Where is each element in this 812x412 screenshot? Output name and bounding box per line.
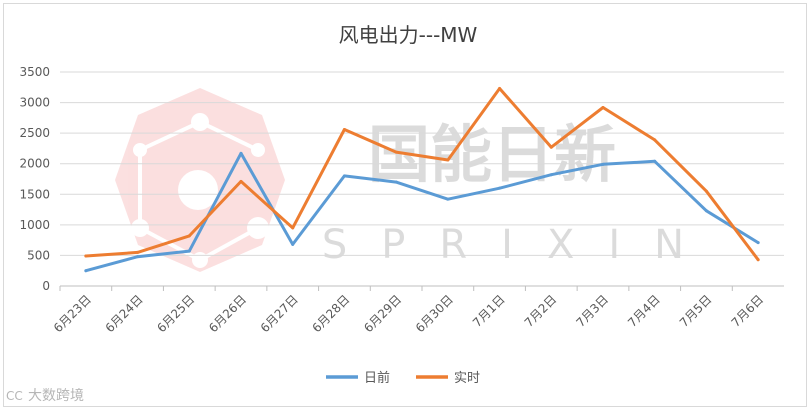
x-tick-label: 6月27日	[258, 292, 301, 335]
series-1-point	[446, 197, 450, 201]
series-2-point	[136, 250, 140, 254]
series-2-point	[239, 179, 243, 183]
y-tick-label: 0	[42, 279, 50, 293]
series-line-2	[84, 87, 760, 262]
legend: 日前 实时	[326, 370, 480, 386]
series-1-point	[704, 209, 708, 213]
chart-title: 风电出力---MW	[339, 23, 478, 47]
legend-label-series-1: 日前	[364, 370, 390, 386]
series-1-point	[601, 162, 605, 166]
series-1-point	[136, 255, 140, 259]
series-2-point	[756, 258, 760, 262]
watermark-brand-en: SPRIXIN	[322, 222, 718, 268]
series-1-point	[756, 241, 760, 245]
series-1-point	[239, 151, 243, 155]
x-tick-label: 7月3日	[573, 292, 611, 330]
x-tick-label: 6月26日	[206, 292, 249, 335]
corner-watermark-text: 大数跨境	[28, 388, 84, 404]
x-tick-label: 6月30日	[413, 292, 456, 335]
y-axis-ticks: 0 500 1000 1500 2000 2500 3000 3500	[19, 65, 50, 293]
y-tick-label: 1500	[19, 187, 50, 201]
series-2-point	[394, 150, 398, 154]
series-2-point	[498, 87, 502, 91]
x-axis-ticks: 6月23日 6月24日 6月25日 6月26日 6月27日 6月28日 6月29日 6月30日…	[51, 286, 766, 335]
corner-watermark-prefix: CC	[6, 389, 23, 403]
y-tick-label: 2000	[19, 157, 50, 171]
grid-lines	[60, 71, 784, 287]
series-2-point	[446, 158, 450, 162]
x-tick-label: 7月5日	[677, 292, 715, 330]
series-1-point	[291, 242, 295, 246]
series-1-point	[653, 159, 657, 163]
y-tick-label: 2500	[19, 126, 50, 140]
x-tick-label: 6月24日	[103, 292, 146, 335]
series-2-point	[84, 254, 88, 258]
y-tick-label: 3500	[19, 65, 50, 79]
x-tick-label: 6月28日	[309, 292, 352, 335]
series-1-point	[84, 269, 88, 273]
series-line-1	[84, 151, 760, 273]
corner-watermark: CC 大数跨境	[6, 388, 84, 404]
series-2-point	[291, 226, 295, 230]
series-2-point	[704, 189, 708, 193]
watermark-logo-icon	[115, 88, 285, 272]
x-tick-label: 7月6日	[729, 292, 767, 330]
series-2-point	[653, 138, 657, 142]
series-2-point	[187, 234, 191, 238]
x-tick-label: 6月25日	[154, 292, 197, 335]
x-tick-label: 7月1日	[470, 292, 508, 330]
series-1-point	[549, 173, 553, 177]
series-1-point	[394, 180, 398, 184]
series-1-point	[342, 174, 346, 178]
x-tick-label: 7月2日	[522, 292, 560, 330]
series-1-point	[187, 249, 191, 253]
x-tick-label: 6月23日	[51, 292, 94, 335]
series-2-point	[342, 127, 346, 131]
y-tick-label: 500	[27, 248, 50, 262]
series-1-point	[498, 186, 502, 190]
x-tick-label: 6月29日	[361, 292, 404, 335]
chart-frame	[3, 3, 807, 407]
legend-label-series-2: 实时	[454, 371, 480, 386]
series-2-point	[549, 145, 553, 149]
y-tick-label: 3000	[19, 96, 50, 110]
series-2-point	[601, 105, 605, 109]
x-tick-label: 7月4日	[625, 292, 663, 330]
series-lines	[84, 87, 760, 273]
y-tick-label: 1000	[19, 218, 50, 232]
